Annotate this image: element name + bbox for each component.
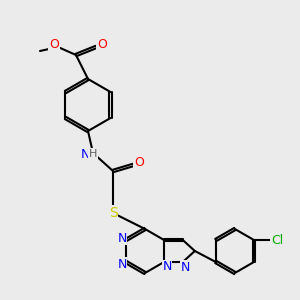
Text: Cl: Cl xyxy=(271,233,283,247)
Text: N: N xyxy=(117,232,127,244)
Text: N: N xyxy=(181,260,190,274)
Text: O: O xyxy=(49,38,59,52)
Text: N: N xyxy=(117,257,127,271)
Text: N: N xyxy=(162,260,172,274)
Text: N: N xyxy=(80,148,90,160)
Text: H: H xyxy=(89,149,97,159)
Text: O: O xyxy=(134,157,144,169)
Text: O: O xyxy=(97,38,107,52)
Text: S: S xyxy=(109,206,117,220)
